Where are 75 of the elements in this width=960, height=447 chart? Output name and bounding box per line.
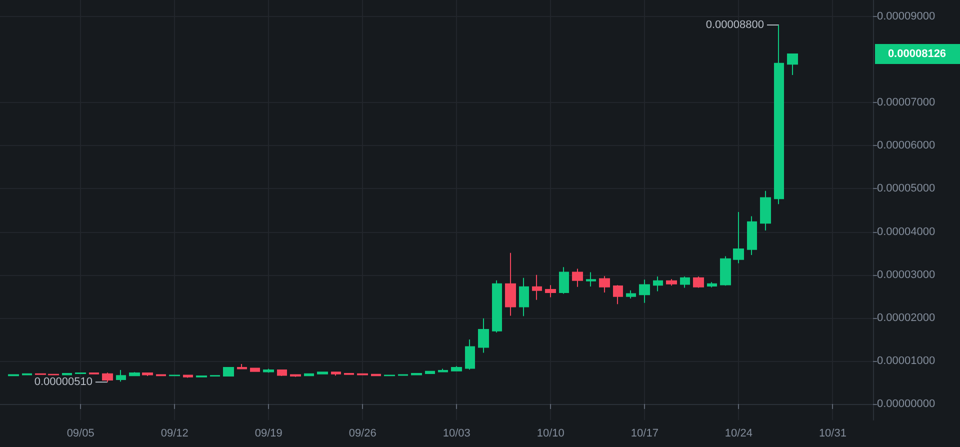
annotation: 0.00000510 xyxy=(34,376,92,388)
candlestick xyxy=(89,372,99,375)
candlestick xyxy=(196,375,207,378)
x-tick-label: 10/10 xyxy=(536,428,564,440)
candlestick xyxy=(62,372,72,376)
candlestick xyxy=(223,366,234,377)
candlestick xyxy=(22,372,32,376)
annotation: 0.00008800 xyxy=(706,18,764,31)
candlestick xyxy=(317,371,328,375)
candlestick xyxy=(666,278,677,286)
candlestick xyxy=(626,290,636,300)
candlestick xyxy=(425,370,435,374)
y-tick-label: 0.00006000 xyxy=(877,140,936,152)
candlestick xyxy=(371,373,381,377)
candlestick xyxy=(492,280,502,334)
x-tick-label: 09/26 xyxy=(348,428,376,440)
y-tick-label: 0.00007000 xyxy=(877,96,936,109)
candlestick xyxy=(331,371,341,376)
x-tick-label: 10/03 xyxy=(442,428,470,440)
candlestick xyxy=(48,373,59,376)
y-tick-label: 0.00003000 xyxy=(877,268,936,281)
y-tick-label: 0.00001000 xyxy=(877,354,936,367)
text: 0.00008126 xyxy=(888,48,946,60)
candlestick xyxy=(344,372,354,376)
candlestick xyxy=(613,284,623,305)
candlestick xyxy=(478,318,489,354)
candlestick xyxy=(304,372,314,377)
candlestick xyxy=(250,367,260,372)
x-tick-label: 09/12 xyxy=(160,428,188,440)
candlestick xyxy=(465,338,475,370)
y-tick-label: 0.00009000 xyxy=(877,10,936,22)
x-tick-label: 09/05 xyxy=(66,428,94,440)
candlestick xyxy=(545,284,556,298)
y-tick-label: 0.00004000 xyxy=(877,226,936,238)
x-tick-label: 10/24 xyxy=(724,428,752,440)
y-tick-label: 0.00000000 xyxy=(877,398,936,410)
x-tick-label: 09/19 xyxy=(254,428,282,440)
candlestick xyxy=(237,364,247,370)
candlestick xyxy=(599,276,610,293)
candlestick xyxy=(169,374,180,377)
candlestick xyxy=(263,368,274,374)
candlestick xyxy=(183,374,193,378)
candlestick xyxy=(116,370,126,382)
candlestick xyxy=(384,374,395,377)
candlestick xyxy=(129,372,140,377)
candlestick xyxy=(505,252,516,316)
x-tick-label: 10/17 xyxy=(630,428,658,440)
x-tick-label: 10/31 xyxy=(818,428,846,440)
candlestick xyxy=(720,256,731,286)
candlestick xyxy=(787,53,798,76)
candlestick xyxy=(142,372,153,377)
candlestick xyxy=(451,366,462,372)
y-tick-label: 0.00005000 xyxy=(877,182,936,195)
candlestick xyxy=(411,372,422,376)
candlestick xyxy=(277,369,287,377)
y-tick-label: 0.00002000 xyxy=(877,312,936,324)
candlestick xyxy=(357,372,368,376)
candlestick xyxy=(438,368,448,373)
candlestick xyxy=(519,277,529,317)
candlestick xyxy=(680,276,690,288)
candlestick xyxy=(733,211,744,264)
candlestick xyxy=(532,274,542,300)
candlestick xyxy=(290,374,301,378)
candlestick xyxy=(572,268,583,288)
candlestick xyxy=(653,276,663,292)
candlestick xyxy=(707,282,717,288)
candlestick xyxy=(774,24,784,205)
candlestick xyxy=(102,372,113,383)
candlestick xyxy=(586,272,596,287)
candlestick xyxy=(747,216,757,256)
candlestick xyxy=(760,190,771,231)
candlestick xyxy=(693,276,704,288)
candlestick xyxy=(559,266,569,294)
candlestick xyxy=(35,372,46,376)
candlestick xyxy=(639,279,650,304)
